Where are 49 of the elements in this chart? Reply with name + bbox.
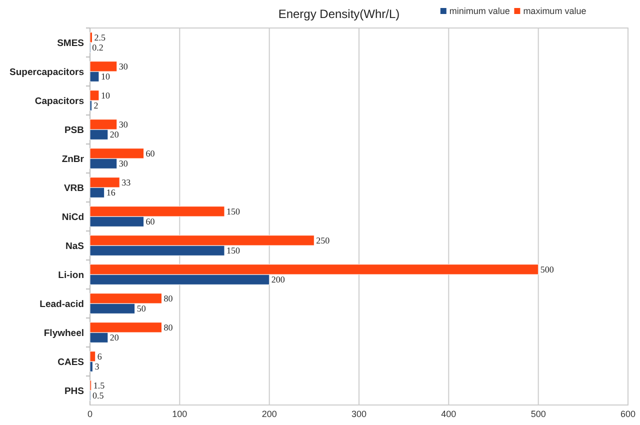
data-label: 150	[226, 246, 240, 256]
data-label: 33	[122, 178, 132, 188]
data-label: 0.2	[92, 42, 104, 53]
x-tick-label: 0	[87, 409, 93, 419]
y-tick-label: ZnBr	[62, 154, 84, 165]
data-label: 16	[106, 188, 116, 198]
x-tick-label: 100	[172, 409, 188, 419]
data-label: 20	[110, 332, 120, 343]
data-label: 200	[271, 274, 286, 285]
y-tick-label: Flywheel	[44, 328, 84, 339]
x-tick-label: 300	[351, 409, 367, 419]
y-tick-label: Supercapacitors	[10, 66, 84, 78]
data-label: 10	[100, 90, 110, 101]
y-tick-label: Lead-acid	[40, 298, 84, 310]
x-tick-label: 200	[262, 409, 277, 419]
data-label: 250	[316, 236, 330, 246]
x-tick-label: 400	[441, 409, 456, 419]
data-label: 1.5	[93, 380, 106, 391]
data-label: 20	[110, 130, 120, 140]
legend-label: maximum value	[523, 6, 586, 16]
y-tick-label: Capacitors	[34, 96, 84, 107]
y-tick-label: Li-ion	[58, 270, 84, 281]
legend-label: minimum value	[449, 6, 510, 16]
y-tick-label: CAES	[58, 356, 84, 368]
data-label: 0.5	[92, 390, 104, 401]
data-label: 30	[118, 120, 128, 130]
y-tick-label: PHS	[64, 386, 84, 397]
data-label: 30	[118, 62, 128, 72]
data-label: 500	[540, 264, 554, 275]
x-tick-label: 600	[620, 409, 636, 419]
data-label: 150	[226, 206, 240, 217]
data-label: 10	[100, 72, 110, 82]
x-tick-label: 500	[530, 409, 546, 419]
y-tick-label: PSB	[64, 124, 84, 136]
chart-title: Energy Density(Whr/L)	[278, 7, 400, 21]
data-label: 2	[94, 100, 98, 111]
data-label: 6	[97, 352, 102, 362]
data-label: 2.5	[94, 32, 106, 43]
y-tick-label: NiCd	[62, 212, 84, 223]
data-label: 30	[118, 158, 128, 169]
y-tick-label: VRB	[64, 182, 84, 194]
data-label: 80	[164, 322, 174, 333]
data-label: 80	[164, 294, 174, 304]
y-tick-label: NaS	[66, 240, 84, 252]
y-tick-label: SMES	[57, 38, 84, 49]
data-label: 3	[94, 362, 100, 372]
data-label: 60	[146, 216, 156, 227]
data-label: 50	[136, 304, 146, 314]
data-label: 60	[146, 148, 156, 159]
